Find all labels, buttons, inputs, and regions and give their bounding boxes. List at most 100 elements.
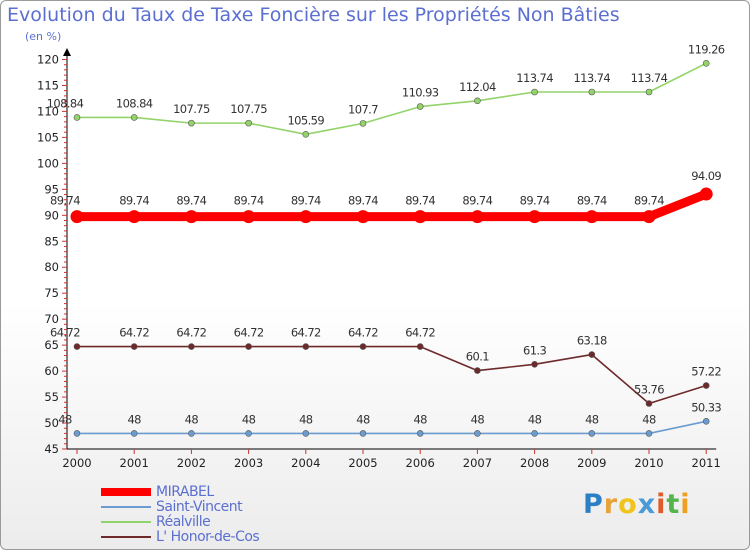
logo-letter: x: [637, 489, 657, 520]
data-point: [474, 430, 481, 437]
data-point: [70, 210, 84, 224]
x-tick-label: 2000: [62, 456, 91, 470]
data-label: 107.7: [348, 102, 378, 116]
data-point: [416, 103, 424, 110]
data-label: 64.72: [234, 326, 264, 340]
data-label: 57.22: [691, 365, 721, 379]
legend-swatch: [101, 488, 151, 496]
data-point: [188, 119, 195, 127]
data-point: [702, 382, 710, 389]
x-tick-label: 2011: [692, 456, 721, 470]
y-tick-label: 55: [44, 390, 59, 404]
data-label: 50.33: [691, 400, 721, 414]
data-label: 108.84: [47, 96, 84, 110]
x-tick-label: 2006: [406, 456, 435, 470]
y-tick-label: 115: [37, 78, 59, 92]
data-label: 110.93: [402, 86, 439, 100]
data-point: [474, 97, 481, 105]
data-point: [531, 430, 538, 437]
data-point: [299, 210, 313, 224]
series-line-1: [76, 420, 708, 435]
series-line-0: [72, 189, 711, 222]
logo-letter: t: [666, 489, 681, 520]
data-label: 48: [356, 412, 370, 426]
x-tick-label: 2007: [463, 456, 492, 470]
data-point: [188, 343, 195, 350]
data-label: 89.74: [348, 194, 378, 208]
data-point: [73, 114, 81, 121]
data-point: [73, 343, 81, 350]
data-point: [130, 343, 138, 350]
data-point: [245, 343, 252, 350]
data-point: [184, 210, 198, 224]
logo-letter: i: [656, 489, 667, 520]
data-point: [416, 343, 424, 350]
data-label: 48: [413, 412, 427, 426]
logo-letter: o: [618, 489, 638, 520]
data-label: 105.59: [287, 113, 324, 127]
data-point: [699, 187, 713, 201]
data-label: 89.74: [291, 194, 321, 208]
data-label: 89.74: [176, 194, 206, 208]
y-tick-label: 90: [44, 208, 59, 222]
data-point: [356, 210, 370, 224]
x-tick-label: 2009: [577, 456, 606, 470]
data-point: [416, 430, 424, 437]
data-point: [242, 210, 256, 224]
x-tick-label: 2008: [520, 456, 549, 470]
data-point: [470, 210, 484, 224]
data-label: 113.74: [631, 71, 668, 85]
legend-swatch: [101, 506, 151, 508]
data-point: [531, 88, 538, 96]
data-label: 64.72: [405, 326, 435, 340]
data-point: [645, 400, 653, 407]
series-line-2: [76, 62, 708, 136]
series-line-3: [76, 345, 708, 405]
data-point: [302, 430, 310, 437]
y-tick-label: 65: [44, 338, 59, 352]
data-point: [302, 131, 310, 138]
data-label: 48: [58, 412, 72, 426]
legend-label: L' Honor-de-Cos: [156, 529, 260, 545]
y-tick-label: 50: [44, 416, 59, 430]
chart-subtitle: (en %): [25, 30, 62, 43]
data-label: 113.74: [516, 71, 553, 85]
data-point: [130, 114, 138, 121]
data-point: [474, 367, 481, 374]
data-point: [302, 343, 310, 350]
y-tick-label: 95: [44, 182, 59, 196]
legend-label: Réalville: [156, 514, 211, 530]
data-point: [188, 430, 195, 437]
y-tick-label: 80: [44, 260, 59, 274]
data-label: 48: [299, 412, 313, 426]
x-tick-label: 2010: [634, 456, 663, 470]
data-label: 64.72: [119, 326, 149, 340]
data-point: [245, 430, 252, 437]
data-point: [359, 430, 367, 437]
data-label: 107.75: [230, 102, 267, 116]
data-label: 107.75: [173, 102, 210, 116]
data-label: 64.72: [348, 326, 378, 340]
data-point: [73, 430, 81, 437]
data-point: [127, 210, 141, 224]
data-label: 61.3: [523, 343, 546, 357]
data-label: 89.74: [405, 194, 435, 208]
y-tick-label: 120: [37, 53, 59, 67]
y-tick-label: 75: [44, 286, 59, 300]
x-tick-label: 2002: [177, 456, 206, 470]
data-label: 113.74: [573, 71, 610, 85]
data-label: 89.74: [577, 194, 607, 208]
data-point: [702, 60, 710, 67]
data-point: [588, 351, 596, 358]
data-label: 64.72: [176, 326, 206, 340]
x-tick-label: 2003: [234, 456, 263, 470]
data-point: [585, 210, 599, 224]
x-tick-label: 2005: [348, 456, 377, 470]
logo-letter: P: [583, 489, 604, 520]
data-label: 48: [185, 412, 199, 426]
data-point: [528, 210, 542, 224]
logo-letter: r: [603, 489, 619, 520]
data-label: 63.18: [577, 334, 607, 348]
data-label: 94.09: [691, 169, 721, 183]
